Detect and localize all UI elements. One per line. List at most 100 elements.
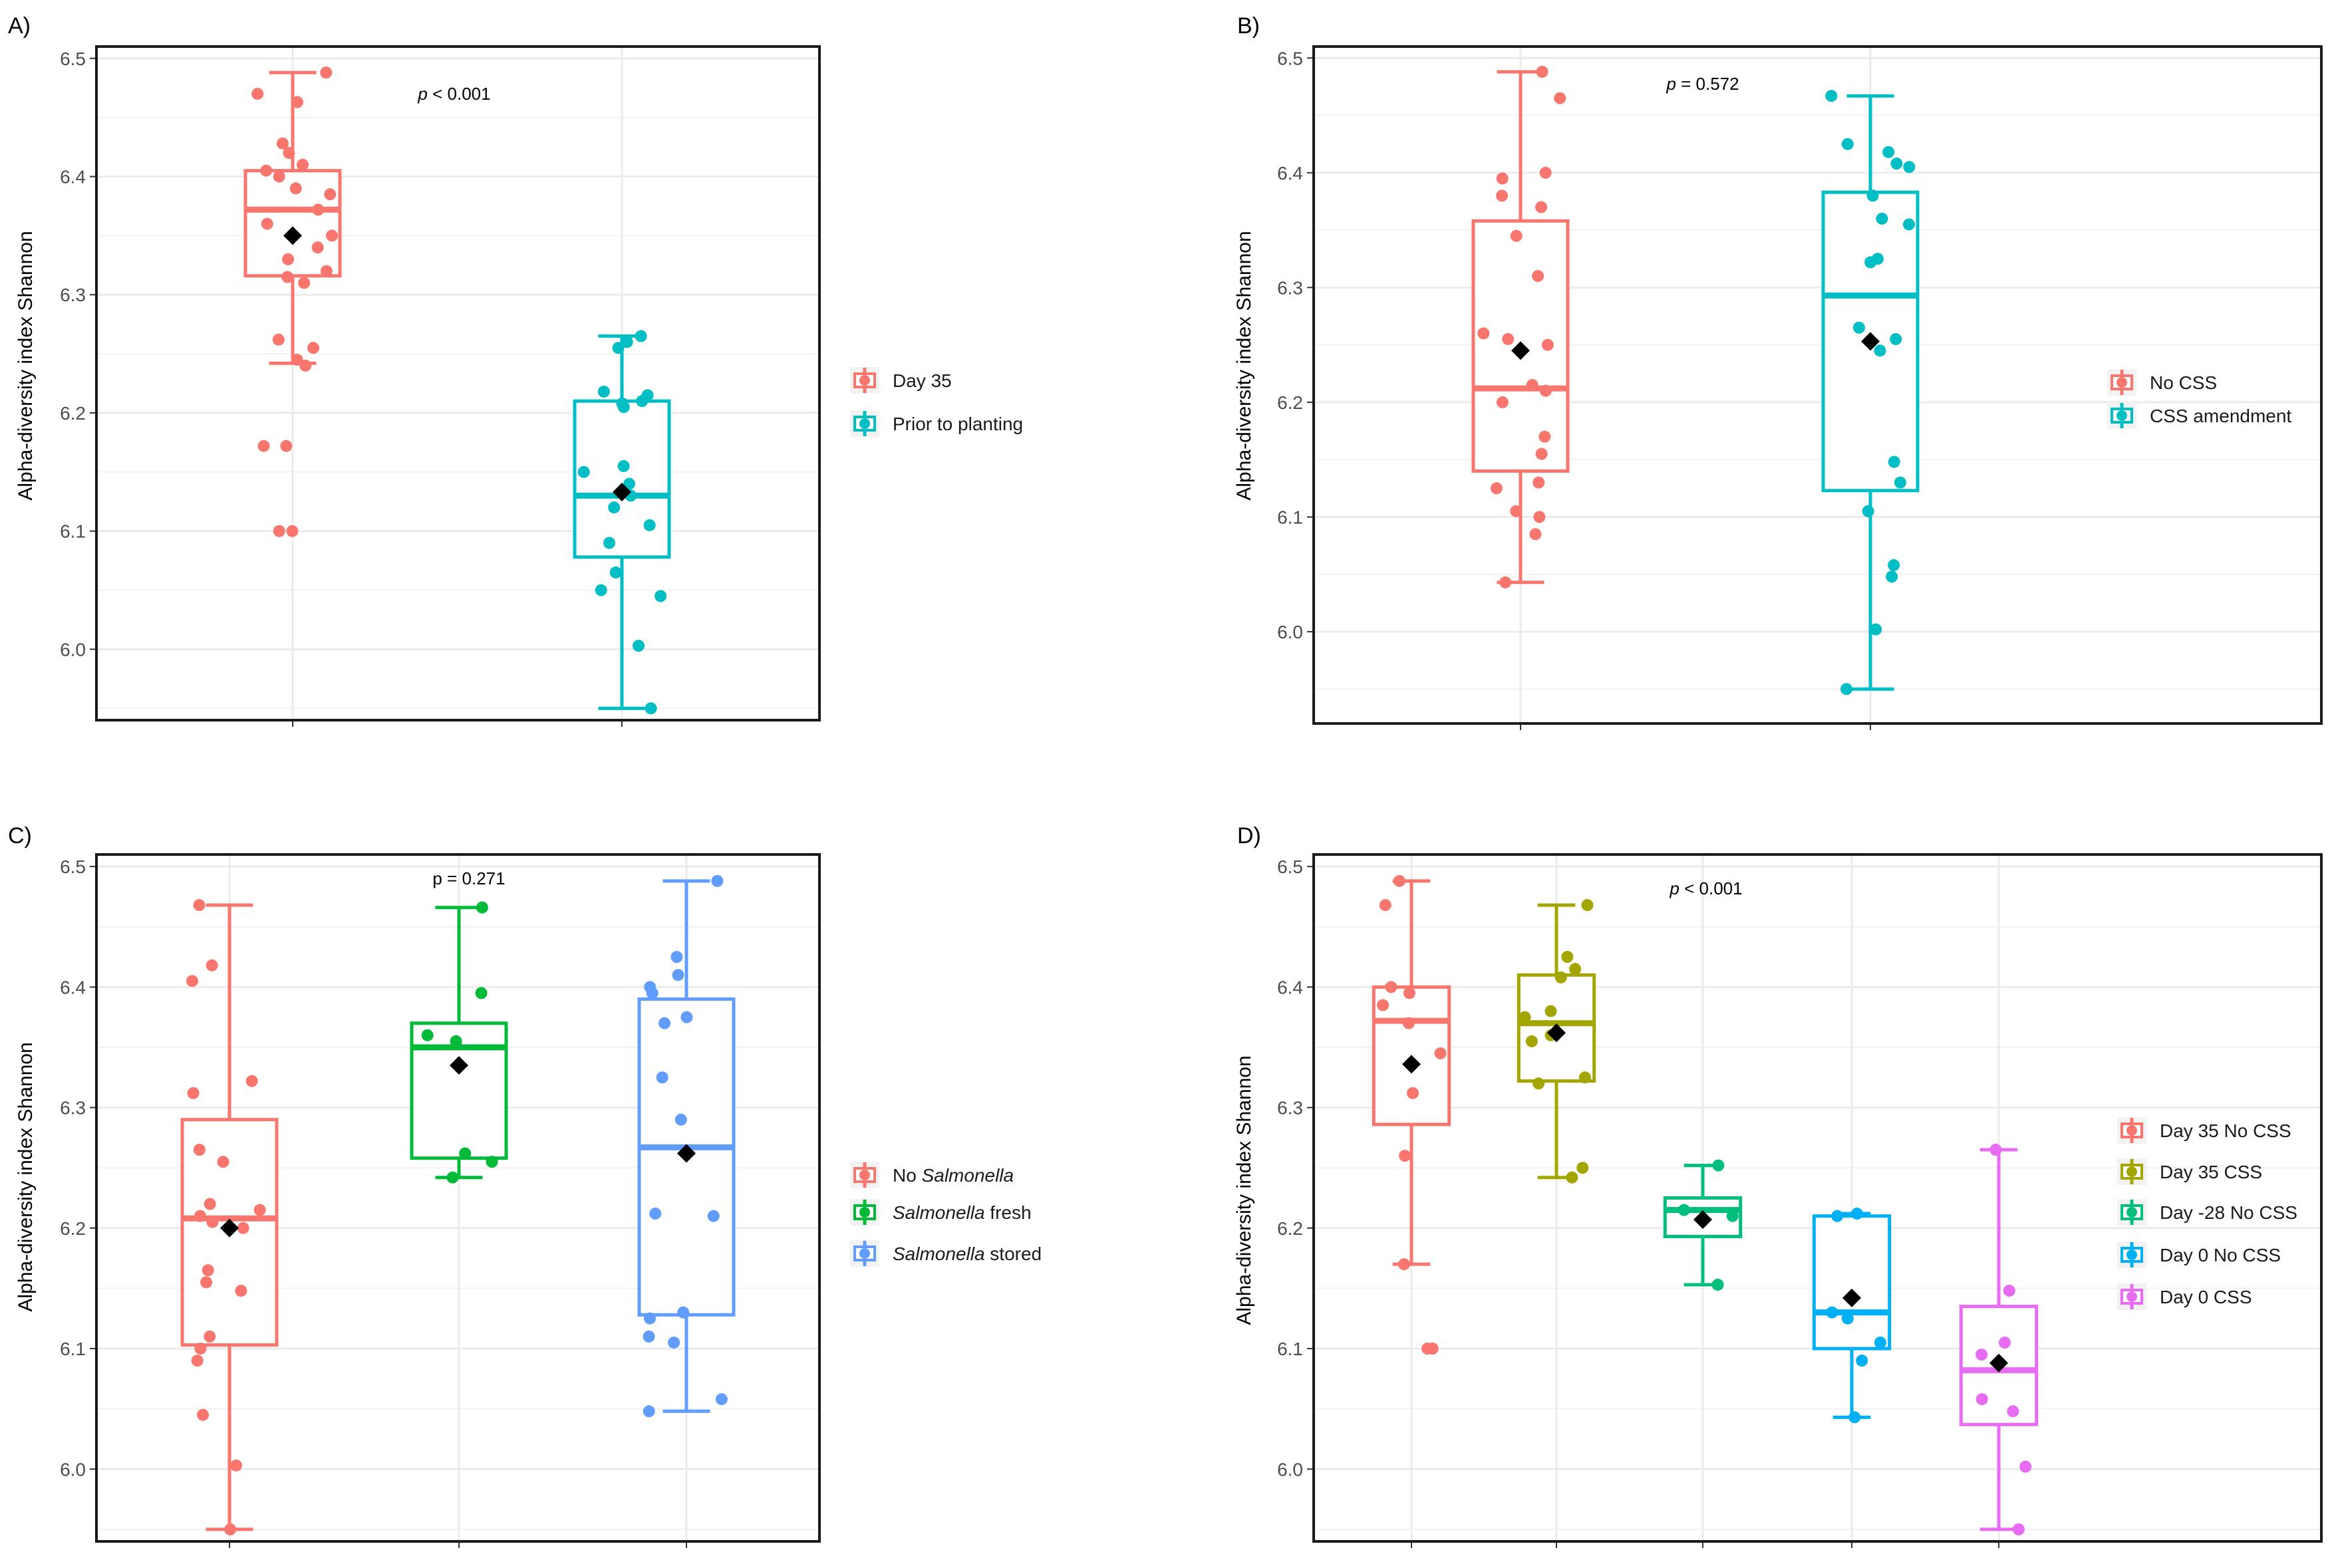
box xyxy=(1812,1214,1892,1351)
data-point xyxy=(1561,951,1574,964)
data-point xyxy=(612,342,625,354)
y-tick-label: 6.1 xyxy=(60,521,86,542)
data-point xyxy=(1544,1005,1557,1017)
data-point xyxy=(1848,1411,1861,1424)
data-point xyxy=(283,146,295,159)
data-point xyxy=(280,440,293,452)
mean-marker xyxy=(1402,1055,1421,1074)
plot-border xyxy=(95,45,821,721)
data-point xyxy=(656,1071,668,1084)
data-point xyxy=(1876,212,1888,225)
data-point xyxy=(194,1210,206,1222)
data-point xyxy=(1890,157,1903,170)
mean-marker xyxy=(220,1218,239,1238)
data-point xyxy=(1554,92,1566,104)
data-point xyxy=(206,959,218,972)
mean-marker xyxy=(613,483,631,502)
legend-label-italic: Salmonella xyxy=(893,1243,985,1264)
data-point xyxy=(1856,1355,1868,1367)
legend-label: Salmonella stored xyxy=(893,1243,1042,1264)
data-point xyxy=(1533,476,1545,489)
data-point xyxy=(1888,456,1900,468)
p-value-annotation: p < 0.001 xyxy=(417,84,490,104)
data-point xyxy=(237,1222,249,1234)
legend-label: No Salmonella xyxy=(893,1165,1014,1186)
data-point xyxy=(1502,332,1515,345)
data-point xyxy=(1541,338,1554,351)
data-point xyxy=(286,525,299,537)
data-point xyxy=(1874,1336,1886,1349)
mean-marker xyxy=(1989,1353,2008,1372)
mean-marker xyxy=(677,1144,696,1163)
legend-key-point xyxy=(859,375,870,386)
p-value-text: < 0.001 xyxy=(428,84,491,104)
data-point xyxy=(1426,1343,1439,1355)
data-point xyxy=(1864,256,1877,269)
data-point xyxy=(655,590,667,602)
y-tick-label: 6.3 xyxy=(60,285,86,305)
p-value-symbol: p xyxy=(1666,74,1676,94)
data-point xyxy=(204,1330,216,1343)
legend-label: Day 35 CSS xyxy=(2160,1162,2262,1182)
p-value-annotation: p = 0.572 xyxy=(1666,74,1739,94)
y-tick-label: 6.5 xyxy=(1277,856,1303,877)
y-tick-label: 6.5 xyxy=(60,49,86,69)
data-point xyxy=(193,1144,206,1156)
data-point xyxy=(707,1210,720,1222)
mean-marker xyxy=(1511,341,1530,360)
y-tick-label: 6.1 xyxy=(60,1339,86,1359)
data-point xyxy=(291,353,303,366)
data-point xyxy=(623,477,636,490)
data-point xyxy=(261,217,273,230)
data-point xyxy=(297,158,309,171)
plot-border xyxy=(95,853,821,1543)
plot-border xyxy=(1312,45,2323,725)
data-point xyxy=(1862,505,1874,517)
panel-a: A) Alpha-diversity index Shannon 6.0 6.1 6… xyxy=(8,13,1023,727)
data-point xyxy=(1841,1312,1854,1325)
data-point xyxy=(1554,971,1567,983)
plot-background xyxy=(1314,854,2321,1541)
data-point xyxy=(595,584,607,596)
data-point xyxy=(1866,190,1879,202)
mean-marker xyxy=(1693,1210,1712,1230)
data-point xyxy=(191,1355,204,1367)
data-point xyxy=(608,501,621,514)
p-value-text: p = 0.271 xyxy=(432,868,505,888)
data-point xyxy=(1825,90,1838,102)
data-point xyxy=(1510,229,1523,242)
legend-key-point xyxy=(859,1207,870,1218)
data-point xyxy=(1975,1393,1988,1406)
y-tick-label: 6.5 xyxy=(1277,48,1303,68)
data-point xyxy=(1581,899,1594,912)
plot-background xyxy=(96,47,819,720)
data-point xyxy=(486,1156,498,1168)
data-point xyxy=(1998,1336,2011,1349)
p-value-text: < 0.001 xyxy=(1680,878,1743,898)
panel-b: B) Alpha-diversity index Shannon 6.0 6.1 6… xyxy=(1233,13,2323,730)
p-value-annotation: p = 0.271 xyxy=(432,868,505,888)
data-point xyxy=(1726,1210,1739,1222)
data-point xyxy=(644,1312,657,1325)
data-point xyxy=(235,1285,247,1297)
y-tick-label: 6.0 xyxy=(1277,1459,1303,1480)
data-point xyxy=(633,640,645,652)
data-point xyxy=(217,1156,229,1168)
y-tick-label: 6.2 xyxy=(1277,392,1303,413)
data-point xyxy=(635,330,647,342)
y-tick-label: 6.3 xyxy=(1277,1098,1303,1118)
data-point xyxy=(272,333,285,346)
legend-label: Day 35 xyxy=(893,370,952,391)
data-point xyxy=(1532,270,1544,283)
data-point xyxy=(649,1208,662,1220)
data-point xyxy=(636,395,649,408)
data-point xyxy=(643,519,656,531)
data-point xyxy=(307,342,320,354)
data-point xyxy=(1535,201,1548,213)
y-tick-label: 6.1 xyxy=(1277,1339,1303,1359)
data-point xyxy=(273,525,285,537)
legend-label: Day 35 No CSS xyxy=(2160,1120,2291,1141)
data-point xyxy=(1510,505,1523,517)
legend-key-point xyxy=(2126,1249,2137,1260)
data-point xyxy=(1434,1047,1447,1060)
